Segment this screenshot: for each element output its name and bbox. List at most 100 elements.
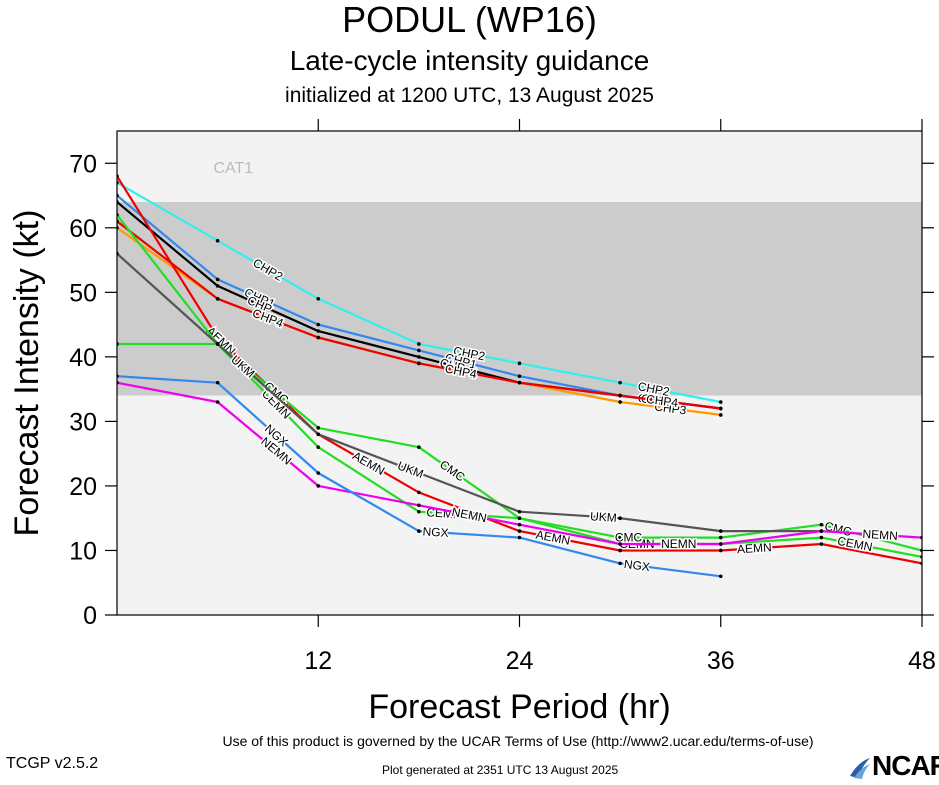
series-label-ukm: UKM: [590, 509, 618, 525]
x-tick-label: 36: [707, 647, 735, 675]
data-point-chp2: [117, 180, 119, 185]
data-point-nemn: [417, 503, 421, 508]
data-point-cemn: [417, 509, 421, 514]
ncar-swoosh-icon: [850, 758, 870, 779]
data-point-ukm: [517, 509, 522, 514]
series-group: CHP2CHP2CHP2CHP1CHP1CHP1CHP3CHP3CHP3CHPC…: [117, 174, 922, 579]
y-tick-label: 70: [69, 150, 97, 178]
data-point-nemn: [819, 529, 824, 533]
data-point-chp4: [618, 393, 622, 398]
data-point-aemn: [417, 490, 421, 495]
data-point-ngx: [517, 535, 522, 540]
ncar-logo-text: NCAR: [872, 750, 939, 781]
data-point-ngx: [618, 561, 622, 566]
data-point-cmc: [417, 445, 421, 450]
data-point-ukm: [316, 432, 321, 437]
data-point-cmc: [718, 535, 723, 540]
data-point-ukm: [417, 471, 421, 475]
data-point-cmc: [819, 522, 824, 527]
x-axis-label: Forecast Period (hr): [368, 688, 670, 726]
intensity-band-2: [117, 395, 922, 615]
data-point-ngx: [718, 574, 723, 579]
data-point-ukm: [117, 251, 119, 256]
data-point-chp3: [718, 413, 723, 417]
data-point-chp2: [316, 296, 321, 301]
chart-init-time: initialized at 1200 UTC, 13 August 2025: [285, 84, 654, 107]
data-point-aemn: [819, 542, 824, 546]
data-point-ngx: [215, 380, 220, 385]
generated-timestamp: Plot generated at 2351 UTC 13 August 202…: [382, 763, 619, 777]
chart-subtitle: Late-cycle intensity guidance: [289, 45, 650, 76]
y-tick-label: 40: [69, 344, 97, 372]
x-tick-label: 24: [506, 647, 534, 675]
data-point-cemn: [920, 555, 922, 559]
x-tick-label: 48: [908, 647, 936, 675]
y-tick-label: 30: [69, 408, 97, 436]
data-point-chp4: [718, 406, 723, 411]
series-line-ukm: [117, 252, 822, 533]
data-point-chp2: [618, 380, 622, 385]
y-tick-label: 60: [69, 215, 97, 243]
data-point-chp1: [417, 348, 421, 353]
data-point-chp4: [517, 380, 522, 385]
data-point-ngx: [117, 374, 119, 379]
data-point-chp2: [215, 238, 220, 243]
data-point-cmc: [117, 342, 119, 346]
data-point-aemn: [117, 174, 119, 178]
data-point-nemn: [215, 400, 220, 404]
ncar-logo: NCAR: [848, 752, 939, 780]
data-point-chp4: [117, 219, 119, 224]
data-point-aemn: [517, 529, 522, 533]
data-point-cemn: [819, 535, 824, 540]
series-label-chp4: CHP4: [645, 392, 679, 410]
data-point-aemn: [718, 548, 723, 553]
data-point-chp1: [117, 193, 119, 198]
data-point-ukm: [618, 516, 622, 520]
data-point-ukm: [215, 342, 220, 346]
series-label-ngx: NGX: [623, 557, 651, 574]
data-point-cmc: [316, 426, 321, 430]
data-point-chp1: [316, 322, 321, 327]
y-tick-label: 0: [83, 602, 97, 630]
series-label-ngx: NGX: [422, 524, 449, 540]
data-point-cmc: [517, 516, 522, 520]
data-point-ngx: [417, 529, 421, 533]
terms-of-use: Use of this product is governed by the U…: [222, 733, 814, 749]
data-point-chp: [117, 200, 119, 204]
y-tick-label: 20: [69, 473, 97, 501]
y-tick-label: 50: [69, 279, 97, 307]
data-point-cmc: [618, 535, 622, 540]
data-point-nemn: [718, 542, 723, 546]
data-point-chp3: [618, 400, 622, 404]
intensity-band-0: [117, 131, 922, 202]
data-point-ukm: [718, 529, 723, 533]
data-point-nemn: [316, 484, 321, 488]
data-point-nemn: [517, 522, 522, 527]
x-tick-label: 12: [304, 647, 332, 675]
data-point-cmc: [920, 548, 922, 553]
data-point-chp: [215, 284, 220, 288]
version-label: TCGP v2.5.2: [6, 755, 99, 772]
y-axis-label: Forecast Intensity (kt): [8, 210, 46, 537]
data-point-chp3: [117, 226, 119, 230]
data-point-chp1: [517, 374, 522, 379]
data-point-chp4: [316, 335, 321, 340]
series-label-nemn: NEMN: [661, 537, 696, 551]
y-tick-label: 10: [69, 537, 97, 565]
data-point-ngx: [316, 471, 321, 475]
data-point-aemn: [618, 548, 622, 553]
data-point-nemn: [117, 380, 119, 385]
data-point-chp4: [417, 361, 421, 366]
data-point-aemn: [920, 561, 922, 566]
data-point-chp: [316, 329, 321, 333]
data-point-nemn: [618, 542, 622, 546]
data-point-chp2: [517, 361, 522, 366]
band-label-cat1: CAT1: [213, 160, 253, 177]
data-point-nemn: [920, 535, 922, 540]
data-point-chp: [417, 355, 421, 359]
data-point-cemn: [117, 213, 119, 217]
series-label-cmc: CMC: [615, 531, 643, 545]
data-point-aemn: [215, 335, 220, 340]
data-point-chp4: [215, 296, 220, 301]
series-label-nemn: NEMN: [862, 527, 898, 543]
